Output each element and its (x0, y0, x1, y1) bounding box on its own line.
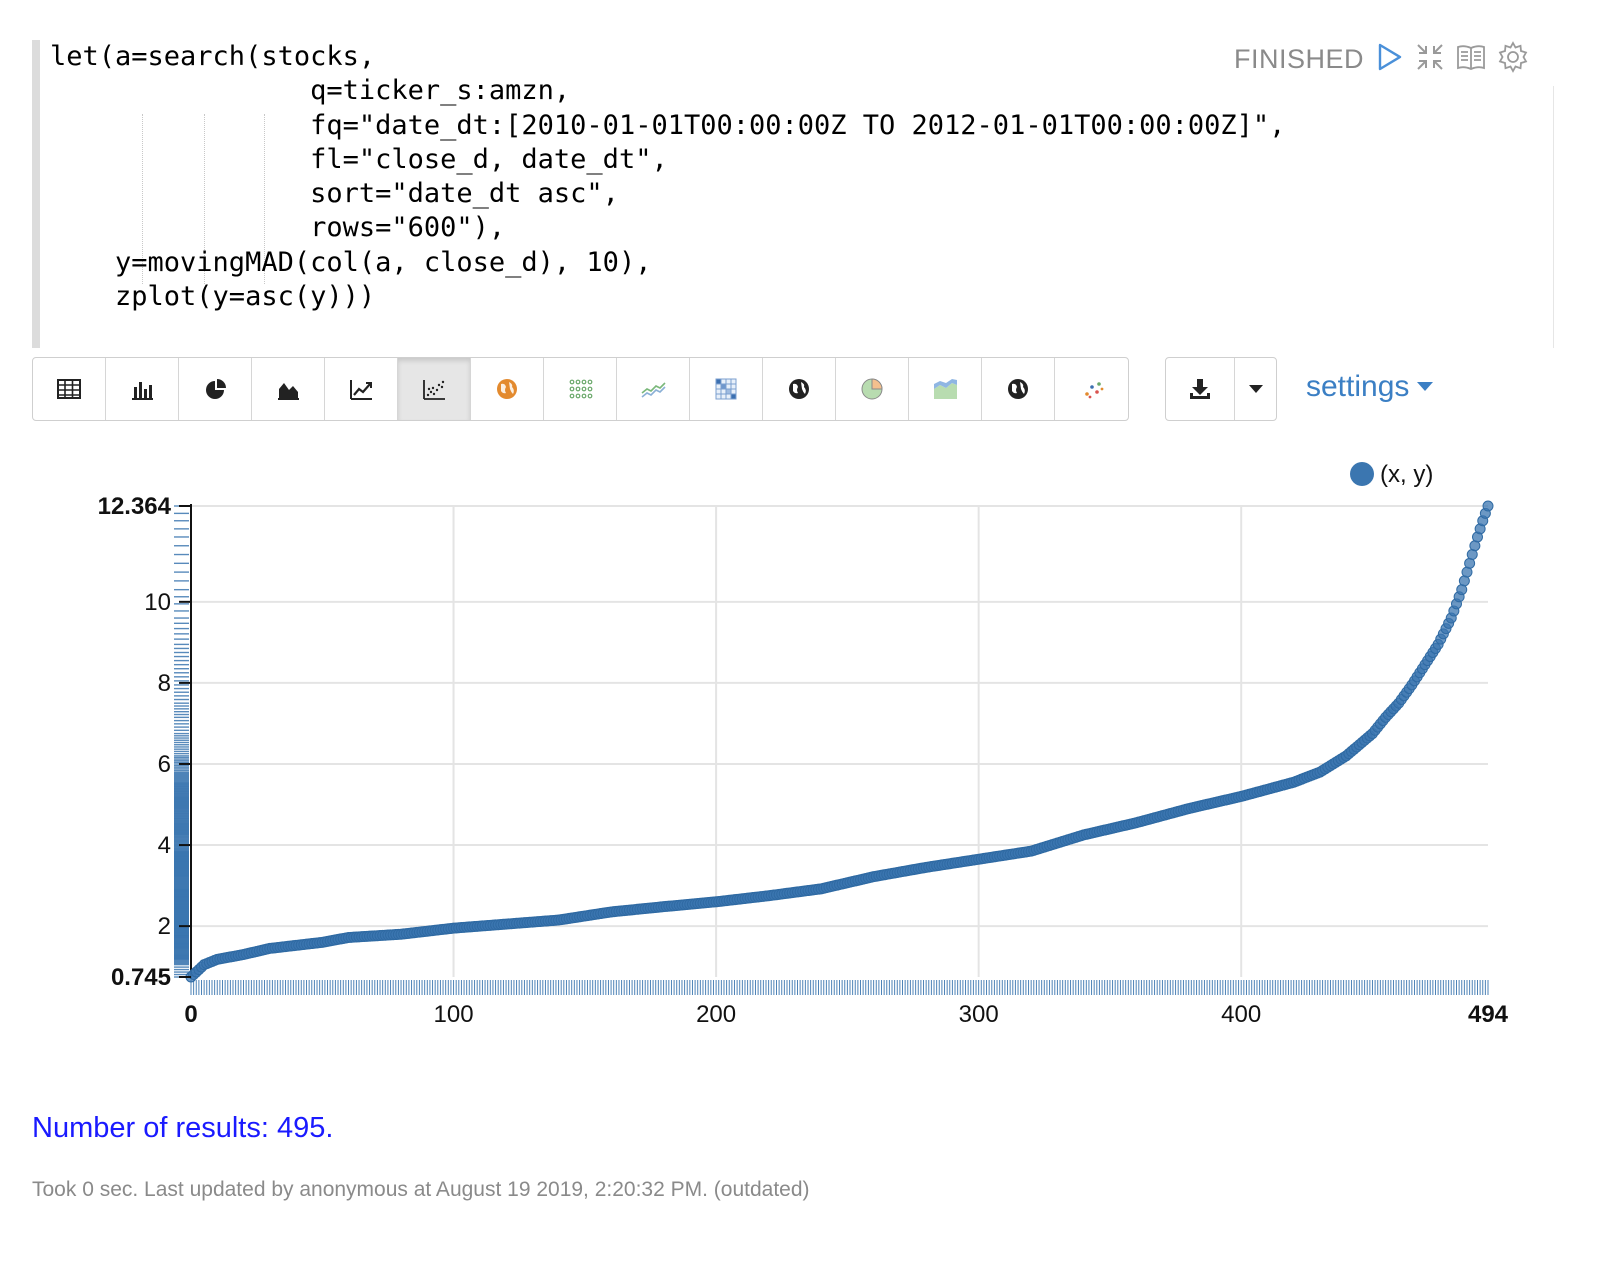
code-line: sort="date_dt asc", (310, 178, 619, 210)
viz-button-scatter-chart[interactable] (398, 358, 471, 420)
paragraph-status: FINISHED (1234, 44, 1365, 74)
x-tick-label: 100 (434, 1001, 474, 1028)
viz-button-globe-orange[interactable] (471, 358, 544, 420)
download-button[interactable] (1166, 358, 1235, 420)
code-line: fl="close_d, date_dt", (310, 143, 668, 175)
bar-chart-icon (132, 382, 153, 400)
viz-button-globe[interactable] (982, 358, 1055, 420)
indent-guide (264, 114, 265, 284)
data-point (1482, 500, 1494, 512)
sparkline-icon (641, 382, 666, 398)
viz-button-stacked-area[interactable] (909, 358, 982, 420)
code-line: zplot(y=asc(y))) (50, 281, 376, 313)
globe-icon (1008, 379, 1028, 399)
code-line: let(a=search(stocks, (50, 41, 376, 72)
y-tick-label: 6 (158, 751, 171, 778)
download-button-group (1165, 357, 1277, 421)
table-icon (57, 379, 81, 399)
code-text[interactable]: let(a=search(stocks, q=ticker_s:amzn, fq… (50, 40, 1285, 314)
caret-down-icon (1248, 385, 1263, 393)
viz-button-sparkline[interactable] (617, 358, 690, 420)
y-tick-label: 10 (144, 589, 171, 616)
indent-guide (142, 114, 143, 284)
area-chart-icon (278, 383, 299, 400)
scatter-chart-icon (423, 380, 445, 400)
x-tick-label: 400 (1221, 1001, 1261, 1028)
code-line: y=movingMAD(col(a, close_d), 10), (115, 246, 652, 278)
x-tick-label: 0 (184, 1001, 197, 1028)
globe-icon (789, 379, 809, 399)
network-dots-icon (1084, 382, 1103, 399)
notebook-icon[interactable] (1454, 40, 1488, 74)
paragraph-editor[interactable]: let(a=search(stocks, q=ticker_s:amzn, fq… (32, 40, 1586, 348)
viz-button-network-dots[interactable] (1055, 358, 1128, 420)
y-tick-label: 0.745 (111, 964, 171, 991)
legend-label: (x, y) (1380, 461, 1433, 488)
heatmap-grid-icon (715, 378, 737, 400)
viz-button-area-chart[interactable] (252, 358, 325, 420)
viz-button-pie-chart[interactable] (179, 358, 252, 420)
visualization-button-group (32, 357, 1129, 421)
run-icon[interactable] (1372, 40, 1406, 74)
gear-icon[interactable] (1496, 40, 1530, 74)
y-tick-label: 2 (158, 913, 171, 940)
download-options-button[interactable] (1235, 358, 1276, 420)
stacked-area-icon (934, 379, 957, 399)
editor-gutter-bar (32, 40, 40, 348)
viz-button-bar-chart[interactable] (106, 358, 179, 420)
viz-button-pie-color[interactable] (836, 358, 909, 420)
y-tick-label: 8 (158, 670, 171, 697)
y-tick-label: 4 (158, 832, 171, 859)
viz-button-table[interactable] (33, 358, 106, 420)
x-tick-label: 300 (959, 1001, 999, 1028)
legend-marker[interactable] (1350, 462, 1374, 486)
pie-chart-icon (206, 379, 226, 399)
dot-matrix-icon (569, 379, 593, 399)
viz-button-globe[interactable] (763, 358, 836, 420)
viz-button-dot-matrix[interactable] (544, 358, 617, 420)
x-tick-label: 494 (1468, 1001, 1509, 1028)
indent-guide (204, 114, 205, 284)
line-chart-icon (350, 380, 372, 400)
viz-button-line-chart[interactable] (325, 358, 398, 420)
viz-button-heatmap-grid[interactable] (690, 358, 763, 420)
settings-dropdown[interactable]: settings (1306, 370, 1434, 404)
results-count: Number of results: 495. (32, 1112, 334, 1144)
y-tick-label: 12.364 (98, 493, 172, 520)
caret-down-icon (1417, 382, 1434, 391)
scatter-chart: 0 100 200 300 400 494 0.745 2 4 6 8 10 12.364 (x, y) (98, 461, 1509, 1028)
editor-scrollbar[interactable] (1553, 86, 1554, 348)
globe-orange-icon (497, 379, 517, 399)
pie-color-icon (861, 378, 883, 400)
code-line: fq="date_dt:[2010-01-01T00:00:00Z TO 201… (310, 109, 1286, 141)
code-line: rows="600"), (310, 212, 506, 244)
collapse-icon[interactable] (1413, 40, 1447, 74)
code-line: q=ticker_s:amzn, (310, 75, 571, 107)
settings-label: settings (1306, 370, 1410, 403)
download-icon (1190, 379, 1210, 399)
x-tick-label: 200 (696, 1001, 736, 1028)
paragraph-footer: Took 0 sec. Last updated by anonymous at… (32, 1178, 810, 1201)
